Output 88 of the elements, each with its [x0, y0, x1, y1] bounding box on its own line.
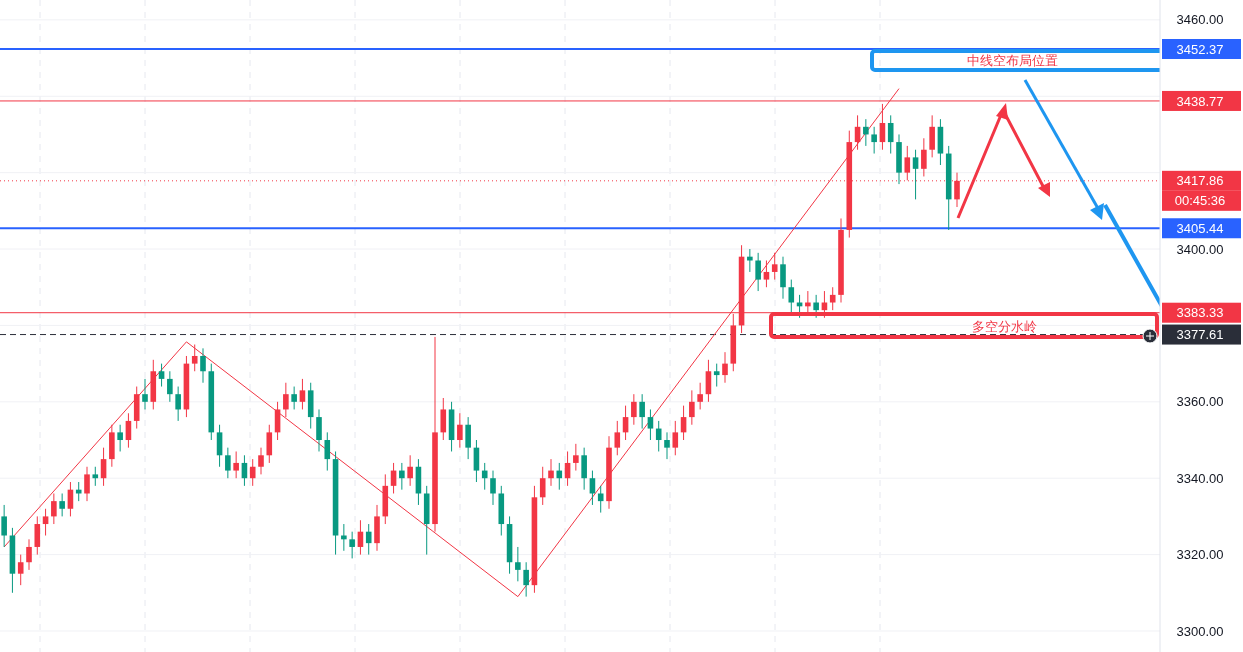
candlestick: [722, 351, 728, 384]
candlestick: [399, 462, 405, 491]
candlestick: [912, 149, 919, 200]
candlestick: [191, 344, 198, 372]
ref-line-label: 3405.44: [1176, 220, 1224, 236]
candlestick: [697, 382, 703, 410]
candlestick: [407, 454, 413, 487]
candlestick: [614, 420, 621, 456]
candlestick: [457, 412, 463, 449]
candlestick: [167, 370, 173, 403]
candlestick: [647, 408, 654, 441]
candlestick: [316, 408, 322, 452]
candlestick: [175, 386, 181, 422]
candlestick: [200, 347, 206, 384]
candlestick: [788, 279, 795, 315]
candlestick: [871, 126, 877, 155]
candlestick: [689, 389, 695, 426]
candlestick: [523, 561, 529, 598]
candlestick: [34, 515, 41, 556]
candlestick: [813, 294, 819, 319]
candlestick: [655, 420, 662, 452]
y-tick-label: 3360.00: [1176, 394, 1224, 410]
candlestick: [249, 458, 256, 487]
candlestick: [349, 531, 355, 559]
candlestick: [755, 252, 761, 292]
y-tick-label: 3300.00: [1176, 623, 1224, 639]
candlestick: [490, 470, 496, 506]
candlestick: [863, 118, 869, 147]
candlestick: [954, 172, 960, 208]
candlestick: [664, 431, 670, 460]
y-tick-label: 3340.00: [1176, 470, 1224, 486]
candlestick: [1, 504, 7, 548]
candlestick: [291, 386, 297, 410]
candlestick: [266, 424, 273, 464]
ref-line-label: 3438.77: [1176, 93, 1224, 109]
candlestick: [158, 363, 165, 388]
y-tick-label: 3320.00: [1176, 547, 1224, 563]
ref-line-label: 3383.33: [1176, 305, 1224, 321]
candlestick: [481, 462, 488, 491]
candlestick: [283, 382, 289, 418]
candlestick: [548, 458, 554, 487]
candlestick: [142, 378, 148, 410]
candlestick: [324, 431, 331, 472]
y-tick-label: 3460.00: [1176, 12, 1224, 28]
candlestick: [51, 492, 57, 525]
candlestick: [515, 546, 521, 582]
candlestick: [26, 538, 32, 571]
candlestick: [829, 286, 836, 311]
ref-line-label: 3377.61: [1176, 327, 1224, 343]
candlestick: [672, 420, 679, 456]
candlestick: [42, 508, 49, 536]
candlestick: [780, 256, 786, 300]
y-tick-label: 3400.00: [1176, 241, 1224, 257]
candlestick: [639, 393, 645, 430]
candlestick: [705, 359, 712, 403]
candlestick: [117, 424, 123, 452]
candlestick: [274, 401, 281, 441]
candlestick: [92, 466, 99, 487]
candlestick: [904, 145, 911, 181]
annotation: 中线空布局位置: [966, 53, 1058, 68]
candlestick: [713, 363, 720, 388]
candlestick: [573, 443, 579, 472]
candlestick: [225, 447, 231, 479]
candlestick: [299, 378, 306, 410]
candlestick: [84, 466, 90, 502]
candlestick: [233, 450, 239, 479]
ref-line-label: 3417.86: [1176, 173, 1224, 189]
candlestick: [539, 466, 546, 506]
candlestick: [473, 439, 480, 483]
candlestick: [440, 397, 447, 441]
candlestick: [365, 523, 372, 556]
ref-line-label: 3452.37: [1176, 41, 1224, 57]
candlestick: [771, 252, 778, 281]
candlestick: [59, 492, 65, 517]
candlestick: [929, 114, 935, 158]
candlestick: [921, 137, 927, 177]
candlestick: [581, 447, 587, 491]
annotation: 多空分水岭: [971, 319, 1037, 334]
candlestick: [17, 554, 24, 586]
candlestick: [887, 114, 894, 155]
candlestick: [556, 462, 563, 491]
text: 00:45:36: [1174, 193, 1226, 209]
candlestick: [258, 447, 264, 475]
candlestick: [216, 424, 223, 468]
candlestick: [631, 393, 637, 426]
candlestick: [597, 485, 604, 514]
candlestick: [763, 259, 770, 288]
candlestick: [465, 416, 471, 460]
